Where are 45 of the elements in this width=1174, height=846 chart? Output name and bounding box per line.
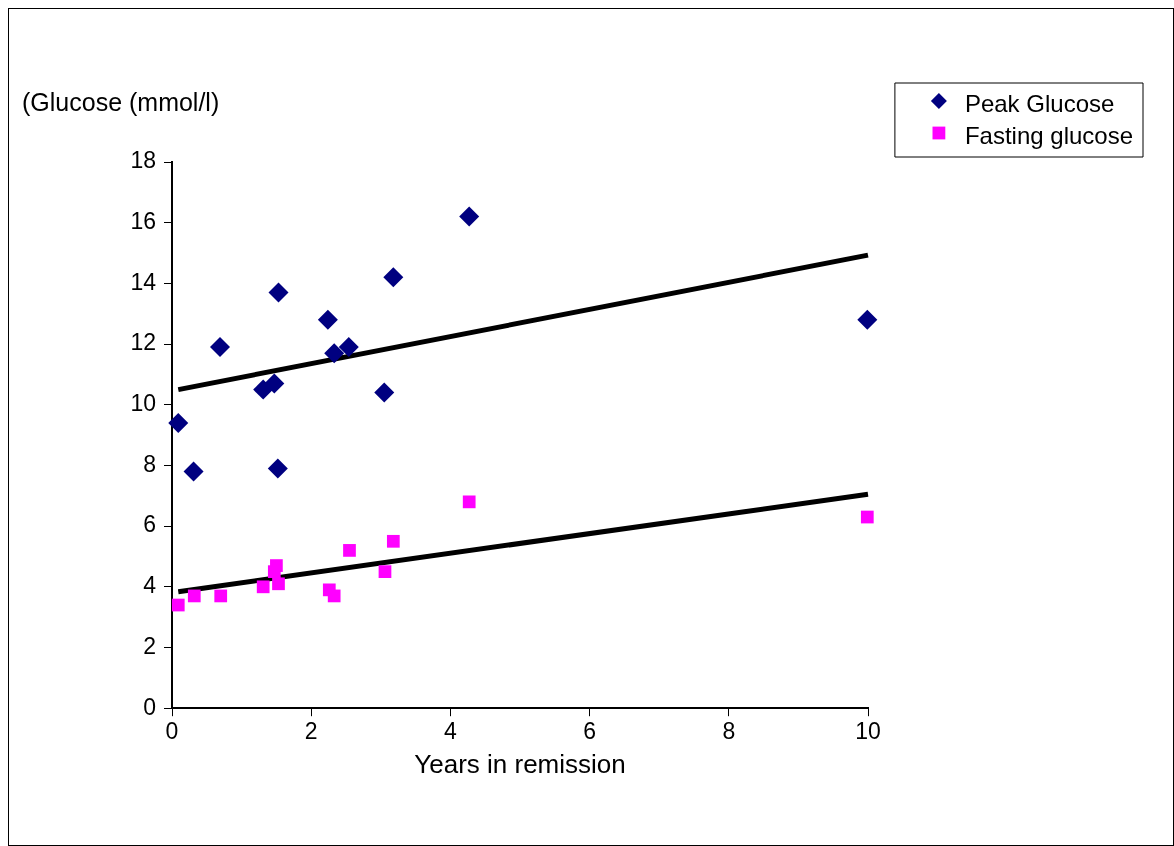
x-tick-label: 2 [304,718,318,745]
point [256,580,270,594]
point [187,589,201,603]
y-tick-label: 10 [130,390,156,417]
y-tick-label: 8 [143,450,156,477]
legend-label: Peak Glucose [964,89,1115,117]
point [857,309,878,330]
y-tick-label: 0 [143,693,156,720]
point [267,458,288,479]
point [264,373,285,394]
y-axis-title: (Glucose (mmol/l) [22,87,220,116]
y-tick-label: 14 [130,268,157,295]
point [168,412,189,433]
legend-label: Fasting glucose [964,121,1133,149]
point [210,337,231,358]
point [383,267,404,288]
point [268,282,289,303]
y-tick-label: 18 [130,147,156,174]
point [324,343,345,364]
x-tick-label: 10 [855,718,881,745]
point [171,598,185,612]
point [343,544,356,557]
y-tick-label: 6 [143,511,156,538]
point [374,382,395,403]
y-tick-label: 4 [143,572,157,599]
y-tick-label: 16 [130,208,156,235]
x-axis-title: Years in remission [414,748,626,779]
point [270,559,283,572]
point [860,510,874,524]
point [386,534,400,548]
y-tick-label: 12 [130,329,156,356]
x-tick-label: 8 [722,718,736,745]
x-tick-label: 4 [444,718,457,745]
point [214,589,228,603]
x-tick-label: 0 [165,718,179,745]
point [183,461,204,482]
point [459,206,480,227]
point [338,337,359,358]
y-tick-label: 2 [143,632,156,659]
point [462,495,476,509]
point [378,565,392,579]
point [272,577,285,591]
x-tick-label: 6 [583,718,596,745]
point [327,589,341,603]
point [317,309,338,330]
